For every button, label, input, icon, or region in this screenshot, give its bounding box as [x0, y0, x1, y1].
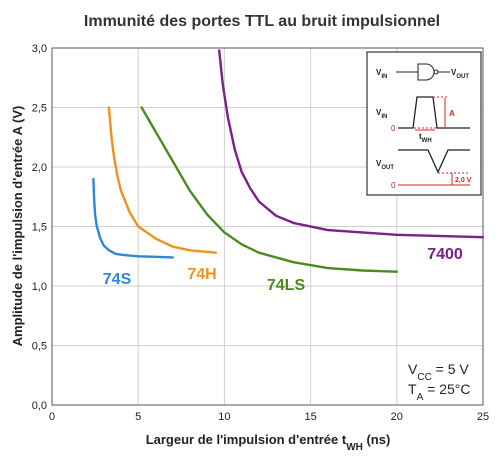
plot-frame: [51, 47, 484, 406]
series-label: 7400: [427, 246, 463, 263]
series-label: 74LS: [267, 277, 306, 294]
x-label-text: Largeur de l'impulsion d'entrée t: [146, 432, 347, 447]
inset-text: V: [376, 108, 382, 117]
inset-zero: 0: [391, 181, 396, 190]
inset-text: V: [451, 68, 457, 77]
x-axis-label: Largeur de l'impulsion d'entrée tWH (ns): [146, 432, 391, 453]
inset-sub: IN: [381, 74, 387, 80]
inset-zero: 0: [391, 124, 396, 133]
inset-text: t: [419, 132, 422, 141]
y-tick-label: 2,0: [32, 162, 47, 174]
series-line: [140, 106, 398, 273]
y-tick-label: 1,0: [32, 281, 47, 293]
annotation-sub: CC: [417, 372, 431, 383]
annotation-main: V: [408, 361, 418, 377]
y-tick-label: 0,5: [32, 341, 47, 353]
inset-width: tWH: [419, 132, 432, 144]
gate: [417, 63, 435, 81]
x-label-rest: (ns): [363, 432, 390, 447]
inset-vout-wave: VOUT: [376, 159, 394, 171]
inset-text: V: [376, 159, 382, 168]
inset-sub: OUT: [456, 74, 469, 80]
annotation-rest: = 25°C: [423, 381, 470, 397]
annotation-vcc: VCC = 5 V: [408, 361, 469, 383]
x-tick-label: 0: [49, 411, 55, 423]
inset-out-wave: [398, 149, 470, 174]
inset-sub: WH: [422, 138, 432, 144]
inset-threshold: 2,0 V: [455, 177, 472, 184]
curves: [92, 49, 485, 273]
series-line: [92, 177, 174, 259]
inset-vin: VIN: [376, 68, 387, 80]
x-tick-label: 10: [218, 411, 230, 423]
x-tick-label: 20: [391, 411, 403, 423]
series-line: [218, 49, 485, 239]
y-tick-label: 1,5: [32, 222, 47, 234]
annotation-ta: TA = 25°C: [408, 381, 470, 403]
annotation-rest: = 5 V: [432, 361, 470, 377]
series-line: [107, 106, 217, 254]
inset-vout: VOUT: [451, 68, 469, 80]
y-tick-label: 0,0: [32, 400, 47, 412]
inset-vin-wave: VIN: [376, 108, 387, 120]
y-axis-label: Amplitude de l'impulsion d'entrée A (V): [10, 106, 25, 347]
x-tick-label: 5: [135, 411, 141, 423]
annotation-sub: A: [417, 392, 424, 403]
x-tick-label: 15: [304, 411, 316, 423]
series-label: 74S: [103, 271, 132, 288]
annotation-main: T: [408, 381, 417, 397]
gate-bubble: [433, 69, 439, 75]
x-tick-label: 25: [477, 411, 489, 423]
inset-text: V: [376, 68, 382, 77]
inset-amplitude: A: [449, 109, 455, 118]
y-tick-label: 3,0: [32, 43, 47, 55]
y-tick-label: 2,5: [32, 103, 47, 115]
series-label: 74H: [187, 266, 216, 283]
chart-title: Immunité des portes TTL au bruit impulsi…: [84, 13, 440, 30]
x-label-sub: WH: [346, 442, 363, 453]
inset-sub: IN: [381, 114, 387, 120]
inset-pulse: [398, 96, 470, 129]
inset: VIN VOUT VIN 0 A tWH VOUT 0 2,0 V: [366, 51, 482, 196]
inset-sub: OUT: [381, 165, 394, 171]
